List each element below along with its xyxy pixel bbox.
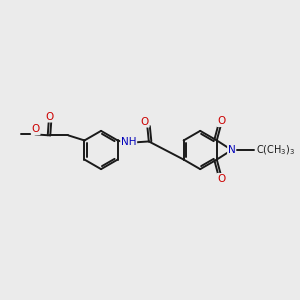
Text: O: O xyxy=(45,112,53,122)
Text: C(CH$_3$)$_3$: C(CH$_3$)$_3$ xyxy=(256,143,295,157)
Text: O: O xyxy=(32,124,40,134)
Text: O: O xyxy=(218,174,226,184)
Text: O: O xyxy=(141,117,149,127)
Text: N: N xyxy=(228,145,236,155)
Text: O: O xyxy=(218,116,226,126)
Text: NH: NH xyxy=(121,137,136,147)
